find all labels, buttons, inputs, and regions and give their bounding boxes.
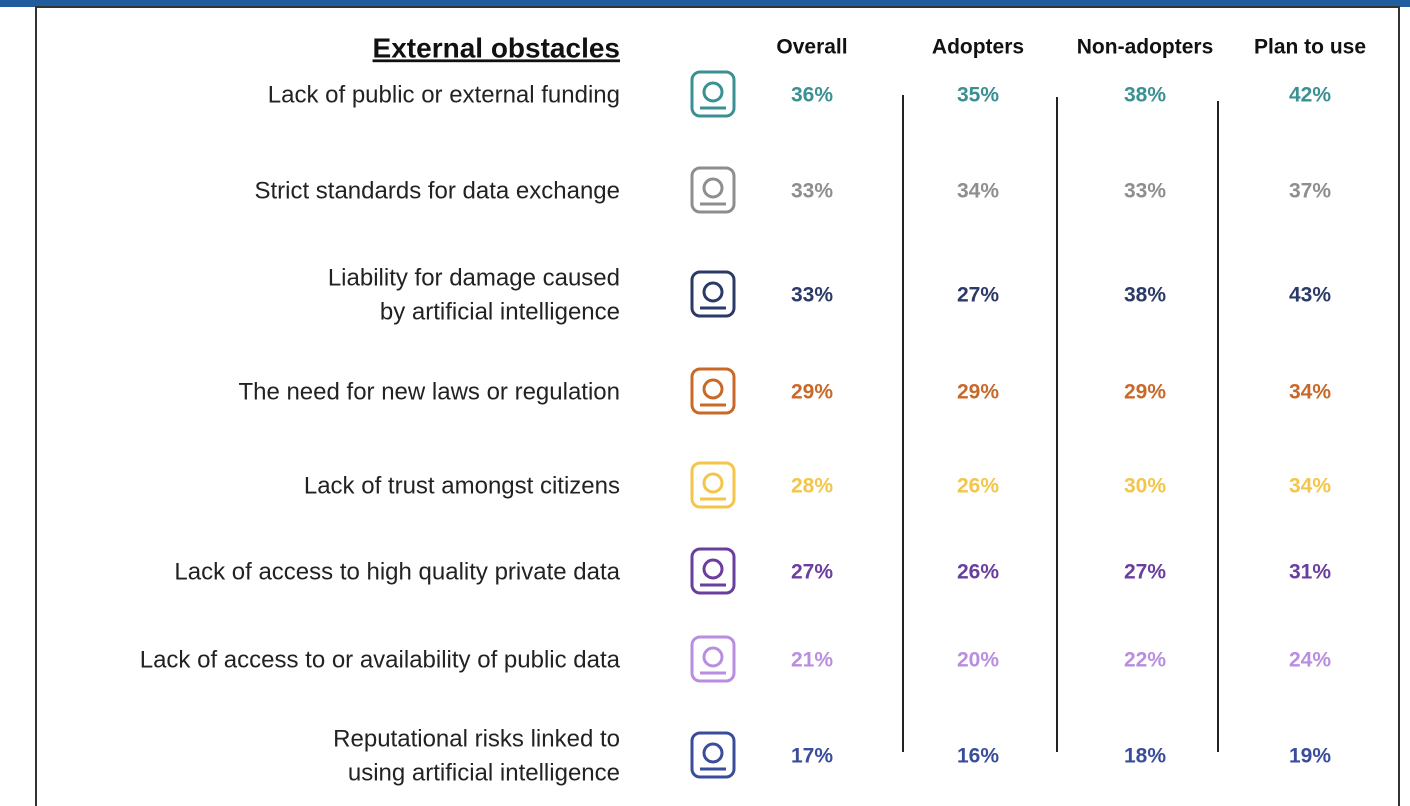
icon-dot — [702, 281, 724, 303]
row-label: Lack of public or external funding — [268, 81, 620, 108]
row-label: Strict standards for data exchange — [254, 177, 620, 204]
column-header: Overall — [776, 36, 847, 59]
row-label: Lack of access to or availability of pub… — [140, 646, 621, 673]
row-icon — [690, 547, 736, 595]
icon-frame — [690, 367, 736, 415]
row-icon — [690, 461, 736, 509]
icon-frame — [690, 270, 736, 318]
value: 42% — [1289, 84, 1331, 107]
value: 26% — [957, 475, 999, 498]
value: 29% — [957, 381, 999, 404]
icon-frame — [690, 166, 736, 214]
value: 19% — [1289, 745, 1331, 768]
value: 38% — [1124, 84, 1166, 107]
value: 21% — [791, 649, 833, 672]
value: 36% — [791, 84, 833, 107]
row-label: Liability for damage caused — [328, 264, 620, 291]
icon-dot — [702, 81, 724, 103]
icon-dot — [702, 742, 724, 764]
icon-frame — [690, 635, 736, 683]
row-label: using artificial intelligence — [348, 759, 620, 786]
title: External obstacles — [373, 32, 620, 63]
icon-dot — [702, 472, 724, 494]
icon-dot — [702, 378, 724, 400]
value: 34% — [957, 180, 999, 203]
row-label: Lack of access to high quality private d… — [174, 558, 620, 585]
row-icon — [690, 731, 736, 779]
value: 33% — [1124, 180, 1166, 203]
value: 33% — [791, 284, 833, 307]
value: 34% — [1289, 475, 1331, 498]
row-label: The need for new laws or regulation — [238, 378, 620, 405]
icon-frame — [690, 547, 736, 595]
value: 27% — [1124, 561, 1166, 584]
value: 16% — [957, 745, 999, 768]
row-icon — [690, 166, 736, 214]
row-label: Reputational risks linked to — [333, 725, 620, 752]
row-label: by artificial intelligence — [380, 298, 620, 325]
value: 35% — [957, 84, 999, 107]
icon-frame — [690, 70, 736, 118]
value: 34% — [1289, 381, 1331, 404]
value: 22% — [1124, 649, 1166, 672]
value: 37% — [1289, 180, 1331, 203]
icon-frame — [690, 461, 736, 509]
value: 20% — [957, 649, 999, 672]
icon-dot — [702, 558, 724, 580]
value: 29% — [1124, 381, 1166, 404]
column-header: Adopters — [932, 36, 1024, 59]
icon-frame — [690, 731, 736, 779]
value: 30% — [1124, 475, 1166, 498]
value: 26% — [957, 561, 999, 584]
value: 27% — [791, 561, 833, 584]
value: 18% — [1124, 745, 1166, 768]
value: 38% — [1124, 284, 1166, 307]
value: 24% — [1289, 649, 1331, 672]
value: 33% — [791, 180, 833, 203]
value: 29% — [791, 381, 833, 404]
row-icon — [690, 270, 736, 318]
column-header: Non-adopters — [1077, 36, 1214, 59]
value: 27% — [957, 284, 999, 307]
value: 31% — [1289, 561, 1331, 584]
column-header: Plan to use — [1254, 36, 1366, 59]
value: 43% — [1289, 284, 1331, 307]
row-label: Lack of trust amongst citizens — [304, 472, 620, 499]
row-icon — [690, 70, 736, 118]
top-bar — [0, 0, 1410, 7]
row-icon — [690, 635, 736, 683]
icon-dot — [702, 646, 724, 668]
value: 28% — [791, 475, 833, 498]
icon-dot — [702, 177, 724, 199]
frame — [35, 6, 1400, 806]
row-icon — [690, 367, 736, 415]
value: 17% — [791, 745, 833, 768]
